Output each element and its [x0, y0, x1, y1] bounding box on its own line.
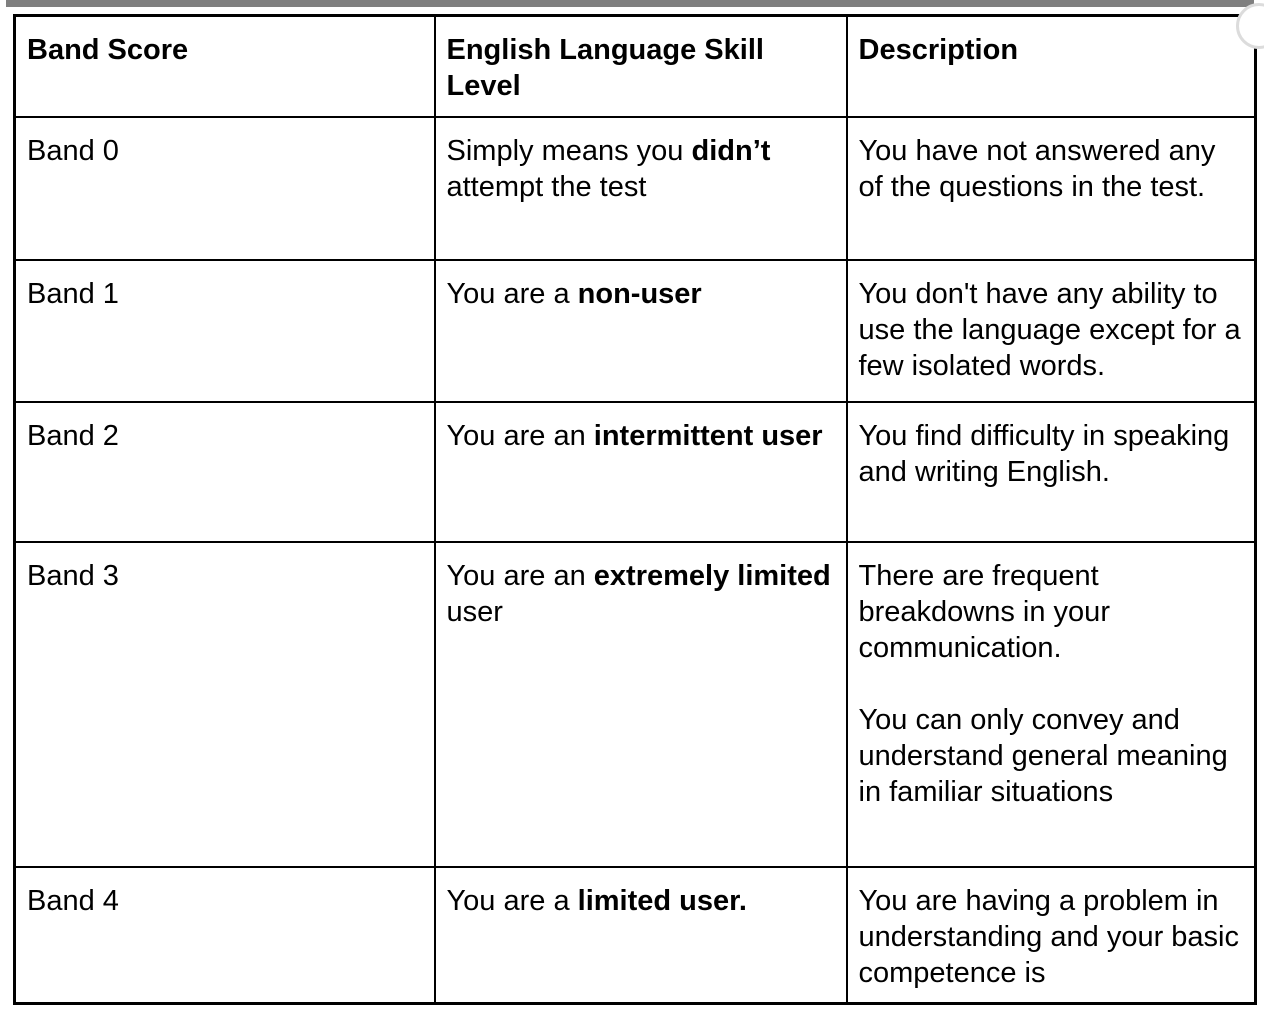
skill-level-cell: You are an intermittent user — [433, 400, 848, 543]
skill-level-cell: You are a non-user — [433, 258, 848, 403]
cell-paragraph: Simply means you didn’t attempt the test — [446, 134, 771, 203]
cell-paragraph: You are an intermittent user — [446, 419, 823, 452]
cell-paragraph: You can only convey and understand gener… — [858, 703, 1228, 808]
description-cell: You find difficulty in speaking and writ… — [845, 400, 1257, 543]
skill-level-cell: Simply means you didn’t attempt the test — [433, 115, 848, 261]
cell-paragraph: You have not answered any of the questio… — [858, 134, 1216, 203]
cell-paragraph: There are frequent breakdowns in your co… — [858, 559, 1110, 664]
description-cell: You don't have any ability to use the la… — [845, 258, 1257, 403]
table-body: Band 0 Simply means you didn’t attempt th… — [13, 115, 1257, 1005]
table-row: Band 1 You are a non-user You don't have a… — [13, 258, 1257, 403]
cell-paragraph: You find difficulty in speaking and writ… — [858, 419, 1230, 488]
table-row: Band 3 You are an extremely limited user T… — [13, 540, 1257, 868]
band-score-table: Band Score English Language Skill Level … — [13, 14, 1257, 1005]
header-band-score: Band Score — [13, 14, 436, 118]
cell-paragraph: You are a non-user — [446, 277, 702, 310]
header-skill-level: English Language Skill Level — [433, 14, 848, 118]
band-score-cell: Band 2 — [13, 400, 436, 543]
band-score-cell: Band 0 — [13, 115, 436, 261]
band-score-cell: Band 3 — [13, 540, 436, 868]
description-cell: You have not answered any of the questio… — [845, 115, 1257, 261]
table-header: Band Score English Language Skill Level … — [13, 14, 1257, 118]
top-divider-bar — [6, 0, 1254, 7]
cell-paragraph: You are having a problem in understandin… — [858, 884, 1239, 989]
table-row: Band 0 Simply means you didn’t attempt th… — [13, 115, 1257, 261]
header-row: Band Score English Language Skill Level … — [13, 14, 1257, 118]
description-cell: You are having a problem in understandin… — [845, 865, 1257, 1005]
description-cell: There are frequent breakdowns in your co… — [845, 540, 1257, 868]
header-description: Description — [845, 14, 1257, 118]
skill-level-cell: You are an extremely limited user — [433, 540, 848, 868]
cell-paragraph: You are an extremely limited user — [446, 559, 831, 628]
cell-paragraph: You are a limited user. — [446, 884, 747, 917]
cell-paragraph: You don't have any ability to use the la… — [858, 277, 1241, 382]
band-score-cell: Band 4 — [13, 865, 436, 1005]
table-row: Band 4 You are a limited user. You are hav… — [13, 865, 1257, 1005]
skill-level-cell: You are a limited user. — [433, 865, 848, 1005]
band-score-cell: Band 1 — [13, 258, 436, 403]
table-row: Band 2 You are an intermittent user You fi… — [13, 400, 1257, 543]
